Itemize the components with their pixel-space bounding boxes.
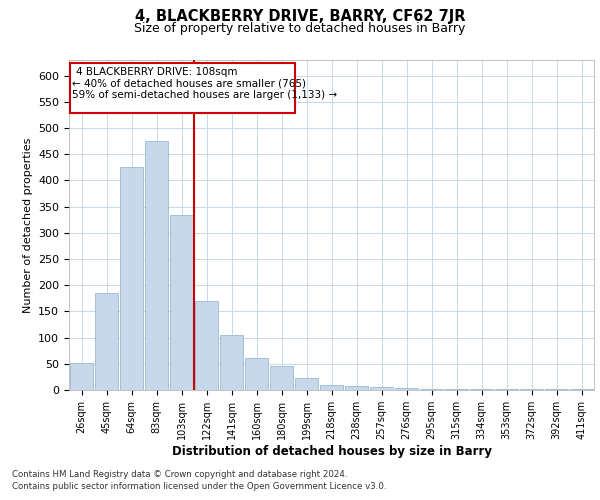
Bar <box>170 214 193 390</box>
Bar <box>320 385 343 390</box>
Text: Contains public sector information licensed under the Open Government Licence v3: Contains public sector information licen… <box>12 482 386 491</box>
Text: Size of property relative to detached houses in Barry: Size of property relative to detached ho… <box>134 22 466 35</box>
Bar <box>194 301 218 390</box>
Text: ← 40% of detached houses are smaller (765): ← 40% of detached houses are smaller (76… <box>72 79 306 89</box>
Bar <box>245 358 268 390</box>
Bar <box>145 141 169 390</box>
Bar <box>344 386 368 390</box>
Text: 4, BLACKBERRY DRIVE, BARRY, CF62 7JR: 4, BLACKBERRY DRIVE, BARRY, CF62 7JR <box>135 9 465 24</box>
Bar <box>370 388 394 390</box>
Text: 59% of semi-detached houses are larger (1,133) →: 59% of semi-detached houses are larger (… <box>72 90 337 101</box>
Bar <box>119 168 143 390</box>
Text: Contains HM Land Registry data © Crown copyright and database right 2024.: Contains HM Land Registry data © Crown c… <box>12 470 347 479</box>
Bar <box>295 378 319 390</box>
X-axis label: Distribution of detached houses by size in Barry: Distribution of detached houses by size … <box>172 445 491 458</box>
Text: 4 BLACKBERRY DRIVE: 108sqm: 4 BLACKBERRY DRIVE: 108sqm <box>76 68 237 78</box>
Bar <box>220 335 244 390</box>
Bar <box>269 366 293 390</box>
FancyBboxPatch shape <box>70 63 295 114</box>
Y-axis label: Number of detached properties: Number of detached properties <box>23 138 32 312</box>
Bar <box>395 388 418 390</box>
Bar <box>419 389 443 390</box>
Bar <box>95 292 118 390</box>
Bar <box>70 363 94 390</box>
